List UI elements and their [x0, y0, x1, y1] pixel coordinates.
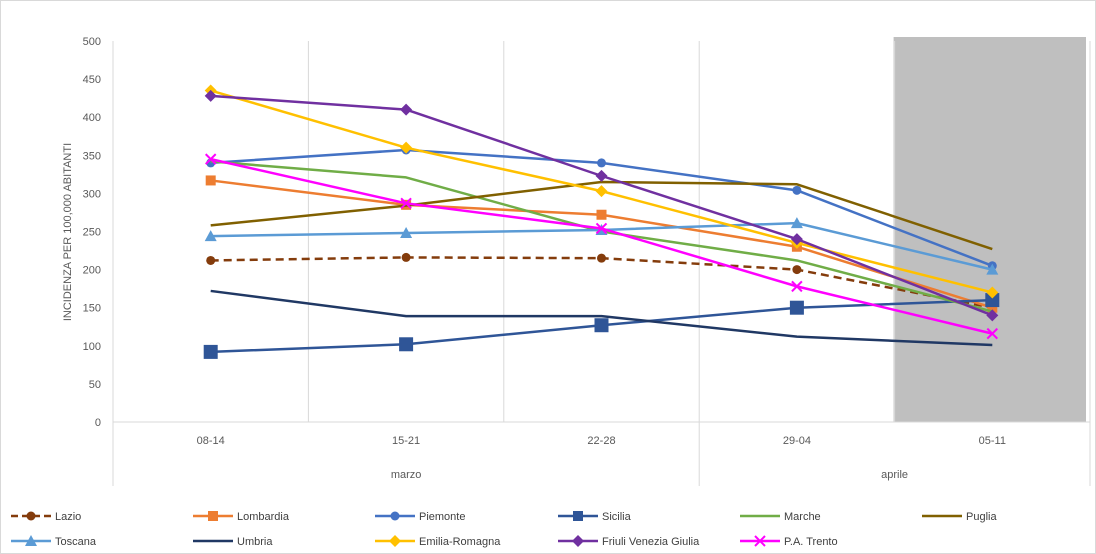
legend-item-toscana: Toscana	[11, 535, 97, 548]
y-tick-label: 150	[83, 303, 101, 315]
y-tick-label: 350	[83, 150, 101, 162]
data-point-sicilia	[594, 318, 609, 333]
legend-label: Emilia-Romagna	[419, 536, 501, 548]
legend-marker	[573, 511, 583, 521]
data-point-lazio	[597, 253, 606, 263]
series-line-puglia	[210, 180, 993, 251]
data-point-p-a-trento	[986, 327, 999, 340]
data-point-lazio	[401, 252, 411, 262]
legend-item-friuli-venezia-giulia: Friuli Venezia Giulia	[558, 535, 700, 548]
legend-label: Umbria	[237, 536, 273, 548]
data-point-p-a-trento	[400, 197, 412, 210]
legend-item-lazio: Lazio	[11, 511, 81, 523]
legend-item-marche: Marche	[740, 511, 821, 523]
legend-label: Sicilia	[602, 511, 632, 523]
data-point-friuli-venezia-giulia	[204, 89, 217, 102]
data-point-friuli-venezia-giulia	[790, 233, 803, 246]
data-point-sicilia	[203, 344, 218, 359]
series-line-umbria	[210, 289, 993, 347]
y-tick-label: 0	[95, 417, 101, 429]
legend-marker	[26, 511, 36, 521]
y-tick-label: 250	[83, 227, 101, 239]
data-point-sicilia	[985, 293, 1000, 308]
legend-label: Toscana	[55, 536, 97, 548]
legend-label: Lazio	[55, 511, 81, 523]
data-point-friuli-venezia-giulia	[595, 169, 608, 182]
data-point-lazio	[792, 265, 802, 275]
legend-marker	[25, 535, 37, 546]
legend-item-p-a-trento: P.A. Trento	[740, 535, 838, 548]
data-point-p-a-trento	[791, 280, 803, 293]
data-point-emilia-romagna	[595, 185, 608, 198]
y-tick-label: 450	[83, 74, 101, 86]
x-tick-label: 05-11	[979, 435, 1006, 447]
data-point-emilia-romagna	[986, 286, 999, 299]
legend-marker	[208, 511, 218, 521]
data-point-piemonte	[792, 185, 802, 195]
legend-marker	[572, 535, 584, 547]
data-point-piemonte	[597, 158, 606, 168]
x-tick-label: 22-28	[587, 435, 615, 447]
legend-item-sicilia: Sicilia	[558, 511, 632, 523]
data-point-friuli-venezia-giulia	[400, 103, 413, 116]
data-point-toscana	[204, 230, 217, 242]
legend-marker	[390, 511, 400, 521]
legend-marker	[389, 535, 401, 547]
data-point-toscana	[986, 263, 999, 275]
legend-label: Friuli Venezia Giulia	[602, 536, 700, 548]
x-tick-label: 08-14	[197, 435, 225, 447]
group-label-aprile: aprile	[881, 469, 908, 481]
shaded-region	[893, 37, 1086, 422]
series-p-a-trento	[204, 153, 999, 340]
series-umbria	[210, 289, 993, 347]
series-friuli-venezia-giulia	[204, 89, 999, 322]
series-puglia	[210, 180, 993, 251]
y-tick-label: 200	[83, 265, 101, 277]
data-point-friuli-venezia-giulia	[986, 309, 999, 322]
legend-label: Lombardia	[237, 511, 290, 523]
data-point-lazio	[206, 255, 216, 265]
legend-item-puglia: Puglia	[922, 511, 997, 523]
legend-item-lombardia: Lombardia	[193, 511, 290, 523]
series-sicilia	[203, 293, 1000, 359]
x-tick-label: 29-04	[783, 435, 811, 447]
legend-marker	[754, 535, 766, 547]
data-point-lombardia	[205, 175, 216, 186]
data-point-toscana	[400, 227, 413, 239]
data-point-toscana	[790, 217, 803, 229]
y-tick-label: 50	[89, 379, 101, 391]
legend-label: Piemonte	[419, 511, 465, 523]
data-point-lombardia	[987, 302, 998, 313]
legend-item-piemonte: Piemonte	[375, 511, 465, 523]
group-label-marzo: marzo	[391, 469, 422, 481]
x-tick-label: 15-21	[392, 435, 420, 447]
y-tick-label: 300	[83, 188, 101, 200]
data-point-p-a-trento	[595, 222, 608, 235]
legend-label: Marche	[784, 511, 821, 523]
y-axis-title: INCIDENZA PER 100,000 ABITANTI	[62, 143, 74, 321]
legend-item-umbria: Umbria	[193, 536, 273, 548]
legend-label: Puglia	[966, 511, 997, 523]
data-point-sicilia	[789, 300, 804, 315]
data-point-emilia-romagna	[400, 141, 413, 154]
data-point-lombardia	[596, 209, 607, 220]
legend-label: P.A. Trento	[784, 536, 838, 548]
y-tick-label: 100	[83, 341, 101, 353]
legend-item-emilia-romagna: Emilia-Romagna	[375, 535, 501, 548]
data-point-sicilia	[399, 337, 414, 352]
data-point-p-a-trento	[204, 153, 217, 165]
y-tick-label: 500	[83, 36, 101, 48]
y-tick-label: 400	[83, 112, 101, 124]
